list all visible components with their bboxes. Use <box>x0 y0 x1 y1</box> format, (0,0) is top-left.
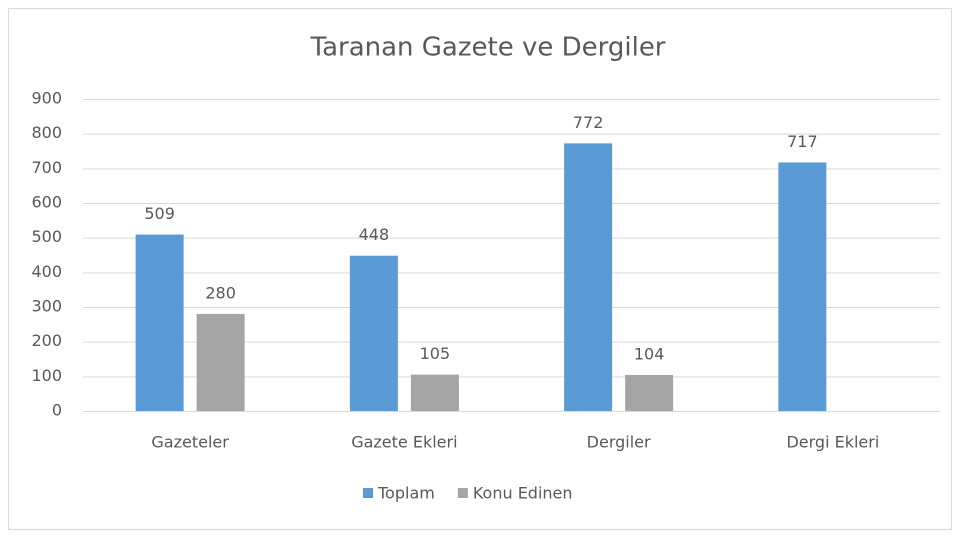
data-label: 509 <box>144 204 175 223</box>
y-tick-label: 200 <box>31 331 62 350</box>
bar <box>564 143 613 411</box>
x-tick-label: Dergiler <box>587 433 651 452</box>
legend-label: Toplam <box>377 484 435 503</box>
y-tick-label: 100 <box>31 366 62 385</box>
y-tick-label: 900 <box>31 89 62 108</box>
chart-title: Taranan Gazete ve Dergiler <box>310 33 666 63</box>
y-tick-label: 800 <box>31 123 62 142</box>
bar <box>778 162 827 411</box>
bar <box>349 255 398 411</box>
y-tick-label: 300 <box>31 297 62 316</box>
x-tick-label: Gazeteler <box>151 433 229 452</box>
data-label: 717 <box>787 132 818 151</box>
x-tick-label: Gazete Ekleri <box>351 433 457 452</box>
legend-swatch <box>363 488 373 498</box>
data-label: 772 <box>573 113 604 132</box>
data-label: 104 <box>634 344 665 363</box>
bar <box>625 374 674 411</box>
y-tick-label: 0 <box>52 401 62 420</box>
data-label: 448 <box>359 225 390 244</box>
data-label: 105 <box>420 344 451 363</box>
y-tick-label: 700 <box>31 158 62 177</box>
y-tick-label: 600 <box>31 193 62 212</box>
bar <box>135 234 184 411</box>
legend-swatch <box>457 488 468 498</box>
legend-label: Konu Edinen <box>473 484 573 503</box>
y-tick-label: 400 <box>31 262 62 281</box>
bar <box>196 313 245 411</box>
y-tick-label: 500 <box>31 227 62 246</box>
bar <box>410 374 459 411</box>
x-tick-label: Dergi Ekleri <box>786 433 879 452</box>
data-label: 280 <box>205 283 236 302</box>
